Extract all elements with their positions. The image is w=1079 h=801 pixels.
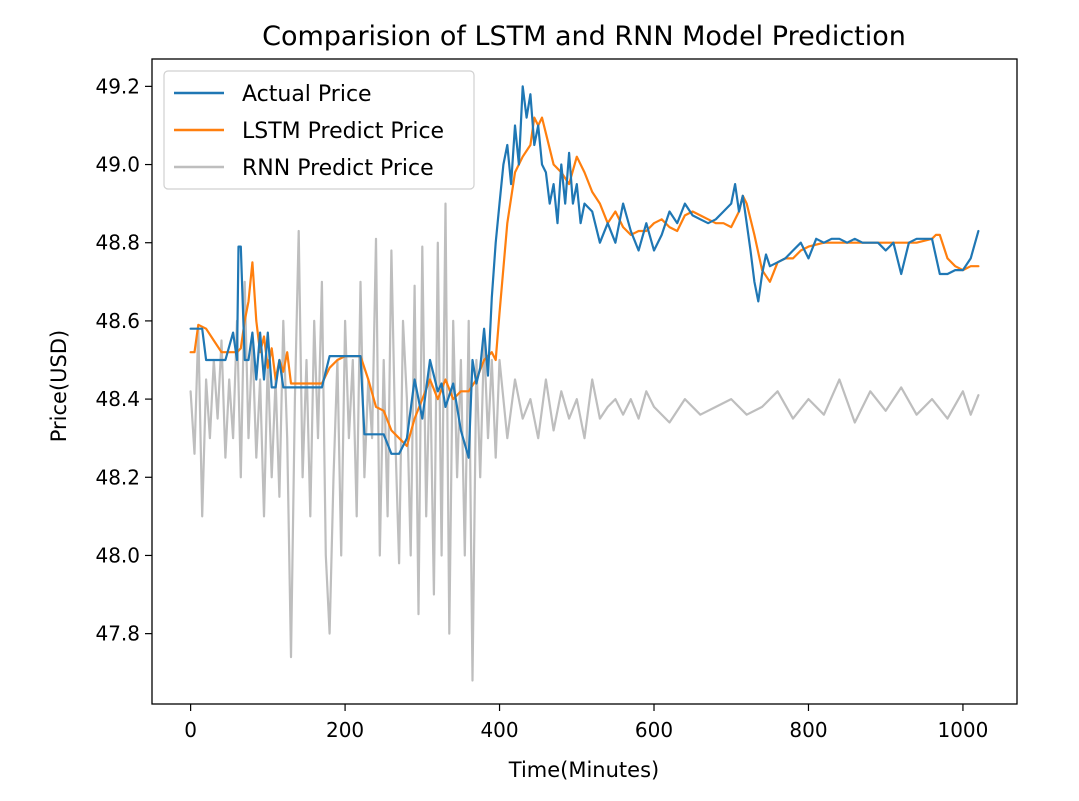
x-tick-label: 200 [326,718,364,742]
y-tick-label: 49.2 [95,74,140,98]
legend-label-1: LSTM Predict Price [242,119,444,144]
legend-box [163,70,475,190]
y-tick-label: 48.4 [95,387,140,411]
y-tick-label: 48.8 [95,231,140,255]
x-axis: 0 200 400 600 800 1000 [184,704,988,742]
y-axis-title: Price(USD) [47,330,71,443]
x-tick-label: 400 [480,718,518,742]
legend-label-0: Actual Price [242,82,372,107]
x-tick-label: 0 [184,718,197,742]
x-tick-label: 1000 [937,718,988,742]
y-tick-label: 48.0 [95,543,140,567]
x-tick-label: 800 [789,718,827,742]
series-layer [189,85,980,682]
plot-area-frame [151,58,1018,705]
y-tick-label: 47.8 [95,622,140,646]
x-tick-label: 600 [635,718,673,742]
y-axis: 47.8 48.0 48.2 48.4 48.6 48.8 49.0 49.2 [95,74,152,646]
y-tick-label: 49.0 [95,153,140,177]
y-tick-label: 48.6 [95,309,140,333]
legend: Actual Price LSTM Predict Price RNN Predic… [163,70,475,190]
series-line-0 [189,85,980,459]
legend-label-2: RNN Predict Price [242,156,434,181]
y-tick-label: 48.2 [95,465,140,489]
x-axis-title: Time(Minutes) [508,758,659,782]
chart-title: Comparision of LSTM and RNN Model Predic… [262,21,906,52]
series-line-2 [189,202,980,682]
